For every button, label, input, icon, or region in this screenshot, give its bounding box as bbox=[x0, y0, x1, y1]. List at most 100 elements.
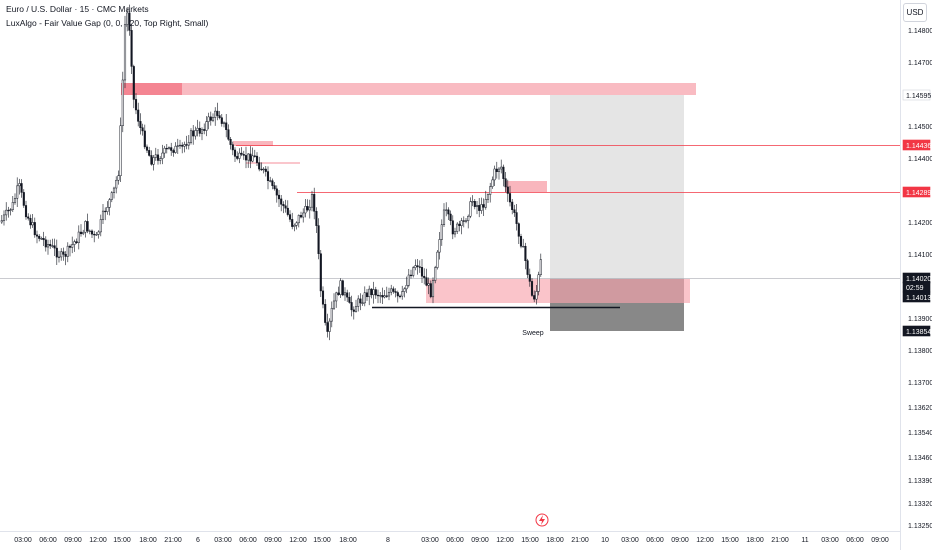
price-ticks: 1.14800 1.14700 1.14500 1.14400 1.14200 1.141… bbox=[908, 28, 932, 530]
candle bbox=[502, 164, 505, 187]
time-tick-label: 21:00 bbox=[771, 537, 789, 544]
candle bbox=[414, 259, 417, 271]
candle bbox=[500, 159, 503, 174]
candle bbox=[357, 295, 360, 312]
candle bbox=[445, 202, 448, 217]
time-tick-label: 09:00 bbox=[264, 537, 282, 544]
candle bbox=[407, 268, 410, 288]
candle bbox=[200, 127, 204, 141]
candle bbox=[192, 125, 195, 145]
candle bbox=[317, 218, 320, 260]
price-badge-label: 1.14020 bbox=[906, 276, 931, 283]
candles bbox=[0, 4, 542, 341]
candle bbox=[482, 198, 485, 217]
time-tick-label: 09:00 bbox=[871, 537, 889, 544]
candle bbox=[152, 155, 155, 171]
candle bbox=[108, 197, 111, 216]
candle bbox=[304, 199, 307, 218]
candle bbox=[64, 251, 67, 266]
candle bbox=[90, 229, 94, 239]
candle bbox=[295, 221, 298, 230]
candle bbox=[236, 151, 239, 161]
candle bbox=[310, 190, 314, 212]
symbol-title[interactable]: Euro / U.S. Dollar · 15 · CMC Markets bbox=[6, 4, 149, 14]
candle bbox=[53, 238, 56, 256]
time-tick-label: 06:00 bbox=[446, 537, 464, 544]
candle bbox=[73, 239, 76, 252]
candle bbox=[447, 207, 450, 220]
candle bbox=[150, 150, 153, 166]
time-tick-label: 21:00 bbox=[571, 537, 589, 544]
candle bbox=[203, 123, 206, 135]
target-zone[interactable] bbox=[550, 95, 684, 279]
candle bbox=[110, 191, 113, 203]
candle bbox=[44, 236, 47, 252]
candle bbox=[178, 139, 182, 149]
price-tick-label: 1.13320 bbox=[908, 501, 932, 508]
price-tick-label: 1.14200 bbox=[908, 220, 932, 227]
candle bbox=[167, 146, 171, 150]
candle bbox=[269, 176, 272, 183]
candle bbox=[350, 295, 353, 317]
fvg-zone-top[interactable] bbox=[121, 83, 696, 95]
candle bbox=[332, 293, 336, 310]
candle bbox=[491, 176, 494, 189]
time-tick-label: 12:00 bbox=[289, 537, 307, 544]
price-badge-label: 1.14595 bbox=[906, 93, 931, 100]
candle bbox=[106, 201, 109, 215]
candle bbox=[13, 193, 17, 205]
candle bbox=[293, 223, 296, 232]
candle bbox=[112, 186, 116, 199]
candle bbox=[143, 124, 146, 150]
currency-button[interactable]: USD bbox=[903, 3, 927, 22]
candle bbox=[66, 242, 69, 263]
price-tick-label: 1.14400 bbox=[908, 156, 932, 163]
candle bbox=[0, 215, 3, 224]
candle bbox=[172, 148, 175, 157]
indicator-title[interactable]: LuxAlgo - Fair Value Gap (0, 0, , 20, To… bbox=[6, 18, 209, 28]
candle bbox=[473, 198, 476, 210]
candle bbox=[154, 147, 157, 161]
candle bbox=[302, 208, 305, 223]
candle bbox=[528, 268, 531, 287]
candle bbox=[207, 112, 210, 130]
candle bbox=[104, 207, 107, 221]
candle bbox=[506, 179, 509, 202]
candle bbox=[339, 278, 342, 299]
candle bbox=[464, 218, 468, 224]
candle bbox=[493, 165, 496, 187]
candle bbox=[381, 287, 384, 304]
lightning-replay-icon[interactable] bbox=[535, 513, 549, 527]
candle bbox=[266, 166, 270, 190]
price-tick-label: 1.13390 bbox=[908, 478, 932, 485]
candle bbox=[348, 292, 351, 304]
candle bbox=[396, 290, 399, 303]
candle bbox=[403, 287, 406, 298]
candle bbox=[264, 165, 267, 177]
candle bbox=[46, 239, 50, 255]
candle bbox=[209, 111, 212, 126]
candle bbox=[262, 167, 265, 174]
candle bbox=[379, 291, 382, 304]
candle bbox=[251, 147, 254, 163]
candle bbox=[359, 293, 362, 311]
candle bbox=[229, 137, 232, 150]
fvg-zone-demand[interactable] bbox=[426, 279, 690, 303]
candle bbox=[126, 7, 129, 32]
candle bbox=[319, 249, 322, 297]
candle bbox=[363, 286, 366, 307]
candle bbox=[24, 200, 28, 220]
price-tick-label: 1.14100 bbox=[908, 252, 932, 259]
time-ticks: 03:00 06:00 09:00 12:00 15:00 18:00 21:00 6 03:0… bbox=[14, 537, 889, 544]
candle bbox=[533, 290, 536, 303]
candle bbox=[330, 301, 333, 328]
candle bbox=[489, 182, 492, 203]
candle bbox=[185, 135, 188, 150]
candle bbox=[275, 185, 278, 203]
time-tick-label: 12:00 bbox=[696, 537, 714, 544]
candle bbox=[429, 280, 432, 299]
candle bbox=[218, 111, 221, 120]
candle bbox=[434, 265, 437, 284]
candle bbox=[535, 285, 538, 305]
